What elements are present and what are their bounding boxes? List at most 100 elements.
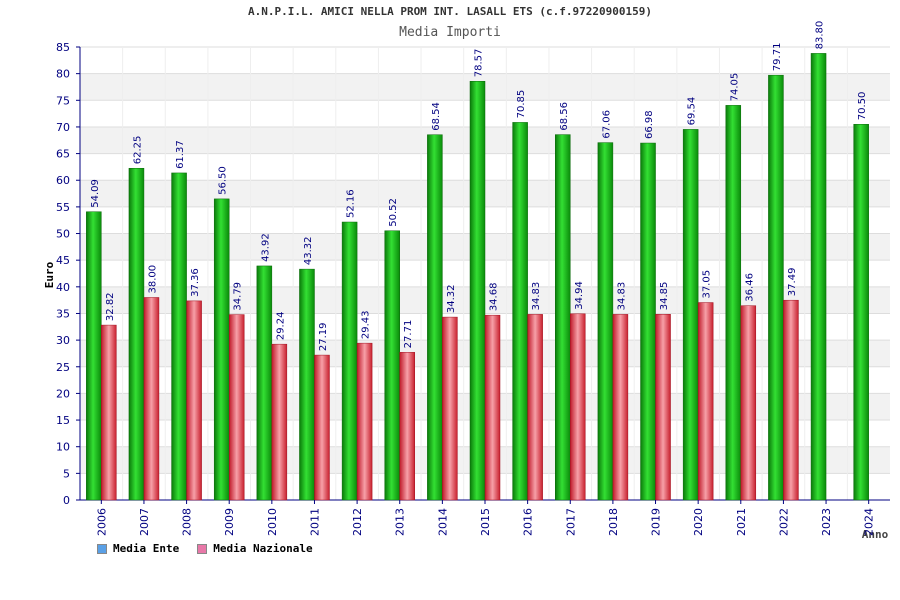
data-label-media-nazionale: 29.24 <box>275 312 286 341</box>
data-label-media-ente: 56.50 <box>218 166 229 195</box>
y-tick-label: 55 <box>56 201 70 214</box>
x-tick-label: 2013 <box>394 508 407 536</box>
data-label-media-nazionale: 29.43 <box>361 311 372 340</box>
bar-media-ente <box>555 134 571 501</box>
bar-media-nazionale <box>143 297 160 501</box>
y-tick-label: 0 <box>63 494 70 507</box>
legend-item-ente: Media Ente <box>97 542 179 555</box>
data-label-media-ente: 68.56 <box>559 102 570 131</box>
y-tick-label: 70 <box>56 121 70 134</box>
data-label-media-ente: 74.05 <box>729 73 740 102</box>
y-axis-label: Euro <box>43 261 56 288</box>
x-tick-label: 2022 <box>777 508 790 536</box>
data-label-media-ente: 50.52 <box>388 198 399 227</box>
data-label-media-nazionale: 37.36 <box>190 268 201 297</box>
bar-media-nazionale <box>612 314 629 501</box>
data-label-media-nazionale: 36.46 <box>744 273 755 302</box>
bar-media-ente <box>469 81 486 501</box>
y-tick-label: 25 <box>56 361 70 374</box>
bar-media-ente <box>810 53 827 501</box>
y-tick-label: 80 <box>56 68 70 81</box>
bar-media-nazionale <box>356 342 373 501</box>
y-tick-label: 15 <box>56 414 70 427</box>
data-label-media-nazionale: 27.71 <box>403 320 414 349</box>
y-tick-label: 75 <box>56 94 70 107</box>
bar-media-ente <box>512 122 528 501</box>
bar-media-ente <box>86 211 102 501</box>
x-axis-label: Anno <box>862 528 889 540</box>
bar-media-nazionale <box>740 305 757 501</box>
bar-media-ente <box>171 172 187 501</box>
y-tick-label: 40 <box>56 281 70 294</box>
x-tick-label: 2008 <box>181 508 194 536</box>
bar-media-ente <box>427 134 443 501</box>
bar-media-nazionale <box>101 324 117 501</box>
data-label-media-ente: 61.37 <box>175 140 186 169</box>
data-label-media-nazionale: 34.94 <box>574 281 585 310</box>
bar-media-nazionale <box>697 302 714 501</box>
x-tick-label: 2015 <box>479 508 492 536</box>
bar-media-ente <box>384 230 400 501</box>
legend: Media Ente Media Nazionale <box>97 542 313 555</box>
bar-media-ente <box>213 198 230 501</box>
bar-media-nazionale <box>570 313 586 501</box>
data-label-media-ente: 62.25 <box>132 136 143 165</box>
data-label-media-ente: 52.16 <box>346 189 357 218</box>
y-tick-label: 60 <box>56 174 70 187</box>
x-tick-label: 2010 <box>266 508 279 536</box>
legend-swatch-nazionale <box>197 543 208 554</box>
legend-swatch-ente <box>97 543 107 554</box>
bar-media-nazionale <box>314 354 330 501</box>
data-label-media-ente: 66.98 <box>644 110 655 139</box>
y-tick-label: 30 <box>56 334 70 347</box>
data-label-media-nazionale: 34.83 <box>616 282 627 311</box>
data-label-media-ente: 43.32 <box>303 236 314 265</box>
data-label-media-nazionale: 34.85 <box>659 282 670 311</box>
bar-media-nazionale <box>655 314 671 501</box>
bar-media-ente <box>768 74 784 501</box>
x-tick-label: 2006 <box>95 508 108 536</box>
y-tick-label: 10 <box>56 441 70 454</box>
y-tick-label: 65 <box>56 148 70 161</box>
legend-label-ente: Media Ente <box>113 542 180 555</box>
bar-media-ente <box>597 142 614 501</box>
data-label-media-ente: 43.92 <box>260 233 271 262</box>
data-label-media-ente: 70.50 <box>857 92 868 121</box>
x-tick-label: 2011 <box>308 508 321 536</box>
x-tick-label: 2009 <box>223 508 236 536</box>
bar-media-nazionale <box>484 314 501 501</box>
x-tick-label: 2024 <box>863 508 876 536</box>
bar-media-ente <box>341 221 358 501</box>
y-tick-label: 20 <box>56 387 70 400</box>
bar-media-ente <box>725 105 742 501</box>
data-label-media-nazionale: 34.79 <box>233 282 244 311</box>
y-tick-label: 45 <box>56 254 70 267</box>
bar-media-ente <box>640 142 656 501</box>
data-label-media-nazionale: 32.82 <box>105 292 116 321</box>
bar-media-ente <box>682 129 699 501</box>
bar-media-nazionale <box>186 300 202 501</box>
x-tick-label: 2019 <box>650 508 663 536</box>
bar-media-ente <box>128 167 145 501</box>
bar-media-nazionale <box>399 352 415 501</box>
data-label-media-ente: 67.06 <box>601 110 612 139</box>
x-tick-label: 2018 <box>607 508 620 536</box>
data-label-media-ente: 68.54 <box>431 102 442 131</box>
legend-label-nazionale: Media Nazionale <box>213 542 313 555</box>
y-tick-label: 50 <box>56 228 70 241</box>
chart-title: A.N.P.I.L. AMICI NELLA PROM INT. LASALL … <box>248 5 652 18</box>
x-tick-label: 2023 <box>820 508 833 536</box>
x-tick-label: 2016 <box>522 508 535 536</box>
data-label-media-nazionale: 34.32 <box>446 284 457 313</box>
x-tick-label: 2012 <box>351 508 364 536</box>
bar-media-nazionale <box>442 316 458 501</box>
data-label-media-ente: 83.80 <box>815 21 826 50</box>
bar-media-ente <box>256 265 273 501</box>
x-tick-label: 2017 <box>564 508 577 536</box>
data-label-media-nazionale: 34.83 <box>531 282 542 311</box>
x-tick-label: 2020 <box>692 508 705 536</box>
y-tick-label: 35 <box>56 307 70 320</box>
chart-subtitle: Media Importi <box>399 25 501 40</box>
data-label-media-ente: 70.85 <box>516 90 527 119</box>
data-label-media-nazionale: 27.19 <box>318 322 329 351</box>
